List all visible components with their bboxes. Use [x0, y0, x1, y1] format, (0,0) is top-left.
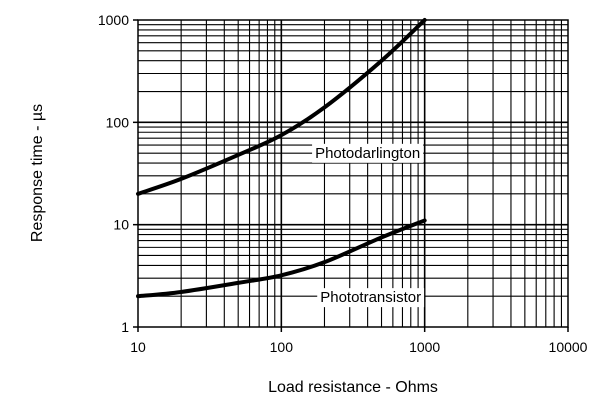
plot-frame — [137, 19, 569, 328]
x-tick-label: 10 — [130, 339, 146, 355]
x-tick-label: 10000 — [549, 339, 588, 355]
y-tick-label: 100 — [106, 114, 130, 130]
series-line — [136, 218, 427, 299]
series-line — [136, 18, 427, 196]
y-tick-label: 1 — [121, 319, 129, 335]
y-axis-title: Response time - µs — [29, 104, 46, 242]
x-axis-title: Load resistance - Ohms — [268, 379, 438, 396]
y-tick-label: 1000 — [98, 12, 129, 28]
chart-labels: Photodarlington Phototransistor — [312, 143, 425, 308]
x-tick-label: 100 — [270, 339, 294, 355]
curve-label-text: Photodarlington — [315, 145, 420, 162]
chart-grid — [138, 20, 568, 327]
curve-label: Photodarlington — [312, 143, 424, 163]
y-tick-label: 10 — [113, 217, 129, 233]
chart-series — [136, 18, 427, 299]
curve-label-background — [317, 288, 425, 308]
curve-label-text: Phototransistor — [320, 289, 421, 306]
curve-label-background — [312, 143, 424, 163]
x-tick-label: 1000 — [409, 339, 440, 355]
curve-label: Phototransistor — [317, 288, 425, 308]
